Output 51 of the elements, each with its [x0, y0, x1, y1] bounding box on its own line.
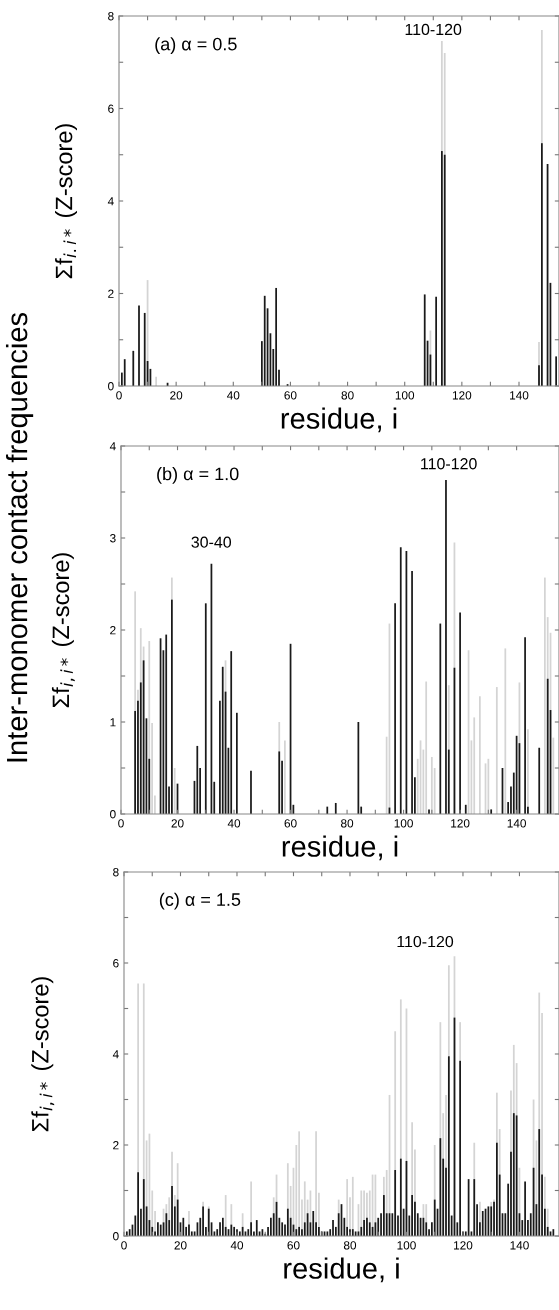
annotation: 110-120	[397, 935, 454, 948]
x-tick-label: 80	[341, 819, 354, 828]
y-tick-label: 0	[110, 810, 116, 819]
x-axis-title: residue, i	[284, 1257, 399, 1283]
x-tick-label: 60	[284, 819, 297, 828]
y-tick-label: 3	[110, 534, 116, 543]
x-tick-label: 20	[171, 819, 184, 828]
x-tick-label: 80	[343, 1241, 357, 1250]
x-tick-label: 20	[170, 391, 183, 400]
x-tick-label: 120	[451, 819, 470, 828]
x-tick-label: 100	[394, 819, 413, 828]
x-tick-label: 100	[395, 391, 415, 400]
x-tick-label: 40	[226, 391, 240, 400]
text: Inter-monomer contact frequencies	[5, 312, 34, 762]
x-tick-label: 120	[454, 1241, 473, 1250]
annotation: 110-120	[421, 458, 477, 470]
y-tick-label: 6	[113, 959, 119, 968]
text: (c) α = 1.5	[159, 892, 241, 910]
x-axis-title: residue, i	[282, 835, 398, 861]
y-tick-label: 2	[108, 289, 114, 298]
x-tick-label: 40	[227, 819, 241, 828]
text: (b) α = 1.0	[157, 467, 239, 484]
y-axis-title: Σf$_{i.i*}$ (Z-score)	[55, 124, 77, 279]
x-tick-label: 100	[397, 1241, 416, 1250]
x-tick-label: 60	[284, 391, 297, 400]
y-axis-title: Σf$_{i,i*}$ (Z-score)	[51, 553, 75, 708]
x-axis-title: residue, i	[281, 407, 397, 433]
x-tick-label: 40	[230, 1241, 244, 1250]
x-tick-label: 60	[287, 1241, 300, 1250]
y-tick-label: 2	[110, 626, 116, 635]
y-tick-label: 4	[107, 197, 114, 206]
y-axis-title: Σf$_{i,i*}$ (Z-score)	[31, 977, 55, 1132]
x-tick-label: 20	[174, 1241, 187, 1250]
x-tick-label: 140	[510, 391, 529, 400]
x-tick-label: 140	[507, 819, 526, 828]
y-tick-label: 0	[113, 1232, 119, 1241]
y-tick-label: 8	[108, 12, 114, 21]
x-tick-label: 140	[510, 1241, 529, 1250]
y-tick-label: 0	[108, 382, 114, 391]
y-tick-label: 8	[113, 868, 119, 877]
annotation: 30-40	[191, 536, 232, 548]
x-tick-label: 120	[452, 391, 472, 400]
y-tick-label: 4	[109, 442, 116, 451]
x-tick-label: 80	[341, 391, 354, 400]
annotation: 110-120	[405, 23, 462, 36]
y-tick-label: 6	[108, 104, 114, 113]
y-tick-label: 2	[113, 1141, 119, 1150]
x-tick-label: 0	[121, 1241, 127, 1250]
text: (a) α = 0.5	[155, 37, 237, 55]
y-tick-label: 1	[110, 718, 116, 727]
y-tick-label: 4	[112, 1050, 119, 1059]
